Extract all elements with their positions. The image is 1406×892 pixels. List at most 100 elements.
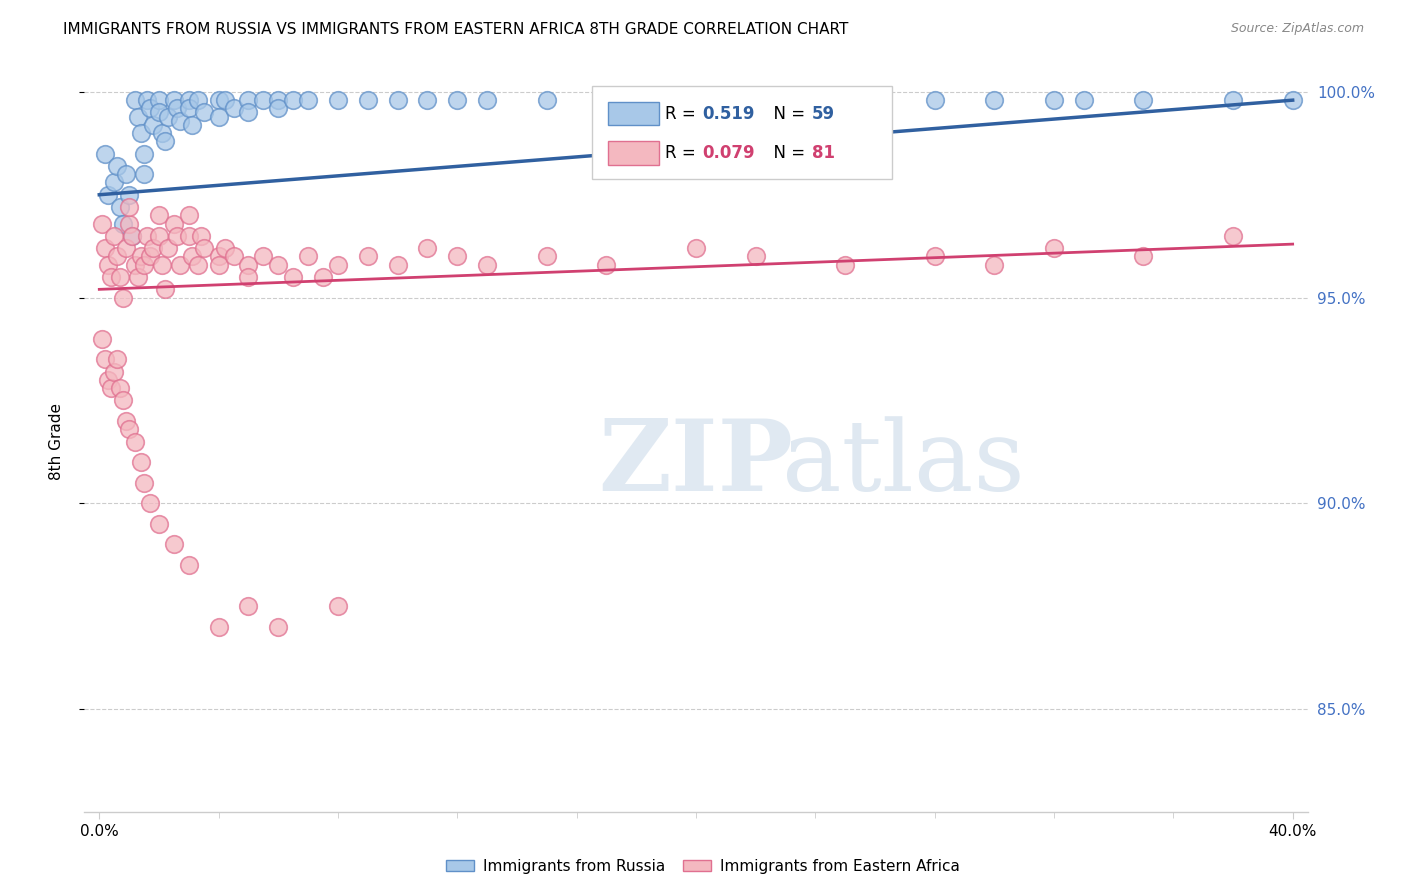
Point [267,258,290,272]
Text: R =: R = [665,104,702,122]
Point [136,228,159,243]
Point [148,105,170,120]
Point [238,270,260,285]
Point [983,258,1005,272]
Point [108,200,131,214]
Point [103,365,125,379]
Point [112,291,135,305]
Point [685,93,707,107]
Point [177,228,200,243]
Point [983,93,1005,107]
Text: atlas: atlas [782,416,1025,512]
Point [924,93,946,107]
Point [312,270,335,285]
Point [97,187,120,202]
Point [100,381,122,395]
Text: 59: 59 [813,104,835,122]
Point [416,241,439,255]
Point [446,93,468,107]
Point [536,93,558,107]
Point [207,620,229,634]
Point [139,496,162,510]
FancyBboxPatch shape [592,87,891,178]
Point [214,93,236,107]
Point [103,228,125,243]
Point [834,93,856,107]
Point [238,599,260,613]
Point [150,258,173,272]
Point [94,241,117,255]
Point [252,93,274,107]
Text: 81: 81 [813,144,835,161]
Point [139,101,162,115]
Point [744,250,766,264]
Point [105,250,128,264]
Point [326,258,349,272]
Point [1222,93,1244,107]
Point [267,620,290,634]
Text: N =: N = [763,144,811,161]
Point [115,241,138,255]
Point [283,93,305,107]
Point [112,217,135,231]
Point [166,228,188,243]
Point [150,126,173,140]
Point [153,282,176,296]
Point [924,250,946,264]
Point [685,241,707,255]
FancyBboxPatch shape [607,141,659,165]
Text: ZIP: ZIP [598,416,793,512]
Text: 0.519: 0.519 [702,104,755,122]
Text: N =: N = [763,104,811,122]
Point [132,258,155,272]
Point [129,455,152,469]
Point [124,434,146,449]
Point [169,258,191,272]
Point [177,558,200,572]
Point [112,393,135,408]
Point [595,258,617,272]
Point [97,258,120,272]
Point [142,241,165,255]
Point [129,126,152,140]
Point [267,93,290,107]
Point [127,270,149,285]
Point [94,352,117,367]
Point [100,270,122,285]
Point [193,105,215,120]
Point [207,258,229,272]
Point [180,250,202,264]
Point [177,93,200,107]
Point [142,118,165,132]
Point [238,93,260,107]
Point [326,599,349,613]
Point [121,228,143,243]
Point [187,93,209,107]
Point [124,258,146,272]
Point [207,110,229,124]
Point [1132,250,1154,264]
Point [121,228,143,243]
Point [238,258,260,272]
Point [91,332,114,346]
Point [118,217,141,231]
Point [1043,241,1066,255]
Point [177,101,200,115]
Point [127,110,149,124]
Point [148,516,170,531]
Point [132,167,155,181]
Point [180,118,202,132]
Point [387,93,409,107]
Point [222,101,245,115]
Point [207,250,229,264]
Point [166,101,188,115]
Point [94,146,117,161]
Point [105,159,128,173]
Point [326,93,349,107]
Point [163,217,186,231]
Point [416,93,439,107]
Point [214,241,236,255]
Point [187,258,209,272]
Point [163,93,186,107]
Point [193,241,215,255]
